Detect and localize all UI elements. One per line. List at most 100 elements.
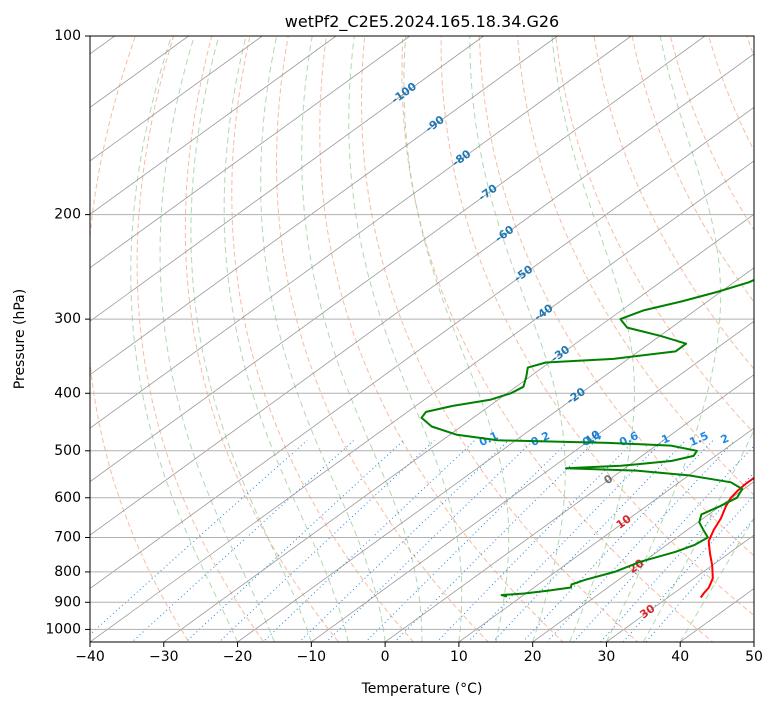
isotherm xyxy=(90,53,754,536)
isotherm xyxy=(163,213,754,642)
isotherm xyxy=(90,36,263,162)
y-tick-label: 100 xyxy=(54,28,81,44)
moist-adiabat xyxy=(348,36,463,642)
isotherm xyxy=(90,36,632,429)
isotherm-label: -40 xyxy=(532,301,556,323)
dry-adiabat xyxy=(360,36,639,642)
isotherm xyxy=(90,36,706,483)
isotherm-label: -20 xyxy=(564,385,588,407)
mixing-ratio-line xyxy=(262,439,476,642)
mixing-ratio-line xyxy=(393,439,597,642)
isotherm xyxy=(753,641,754,642)
dewpoint-profile xyxy=(420,278,754,598)
x-tick-label: 0 xyxy=(381,649,390,665)
mixing-ratio-label: 3 xyxy=(752,432,764,447)
chart-title: wetPf2_C2E5.2024.165.18.34.G26 xyxy=(285,12,559,32)
x-axis-label: Temperature (°C) xyxy=(361,681,483,697)
plot-frame xyxy=(89,35,755,643)
isotherm-label: -80 xyxy=(450,147,474,169)
mixing-ratio-line xyxy=(185,439,405,642)
x-tick-label: −10 xyxy=(297,649,327,665)
mixing-ratio-line xyxy=(325,439,534,642)
moist-adiabat xyxy=(605,36,722,642)
isotherm xyxy=(606,534,754,642)
x-tick-label: −20 xyxy=(223,649,253,665)
mixing-ratio-label: 0.6 xyxy=(617,429,640,449)
dry-adiabat xyxy=(746,36,754,59)
mixing-ratio-line xyxy=(131,439,355,642)
y-tick-label: 1000 xyxy=(45,621,81,637)
mixing-ratio-line xyxy=(546,439,736,642)
isotherm xyxy=(90,36,337,215)
isotherm xyxy=(532,481,754,642)
y-tick-label: 800 xyxy=(54,564,81,580)
dry-adiabat xyxy=(231,36,415,642)
dry-adiabat xyxy=(319,36,564,642)
isotherm xyxy=(90,36,558,376)
moist-adiabat xyxy=(469,36,566,642)
moist-adiabat xyxy=(159,36,275,642)
x-tick-label: 30 xyxy=(598,649,616,665)
mixing-ratio-line xyxy=(298,439,510,642)
isotherm-label: -60 xyxy=(493,223,517,245)
isotherm xyxy=(90,36,484,322)
isotherm-label: 30 xyxy=(637,602,657,622)
y-tick-label: 400 xyxy=(54,385,81,401)
moist-adiabat xyxy=(260,36,386,642)
dry-adiabat xyxy=(593,36,754,370)
dry-adiabat xyxy=(184,36,340,642)
y-tick-label: 200 xyxy=(54,207,81,223)
isotherm-label: 10 xyxy=(614,512,634,532)
moist-adiabat xyxy=(130,36,239,642)
y-tick-label: 900 xyxy=(54,594,81,610)
dry-adiabat xyxy=(478,36,754,557)
isotherm xyxy=(90,36,411,269)
isotherm xyxy=(90,160,754,642)
y-tick-label: 700 xyxy=(54,530,81,546)
mixing-ratio-line xyxy=(599,471,754,642)
x-tick-label: −40 xyxy=(75,649,105,665)
mixing-ratio-line xyxy=(364,439,570,642)
x-tick-label: 10 xyxy=(450,649,468,665)
y-axis-label: Pressure (hPa) xyxy=(12,289,28,389)
mixing-ratio-line xyxy=(622,494,754,642)
y-tick-label: 500 xyxy=(54,443,81,459)
y-tick-label: 300 xyxy=(54,311,81,327)
moist-adiabat xyxy=(223,36,349,642)
mixing-ratio-line xyxy=(436,439,636,642)
isotherm xyxy=(237,267,754,642)
data-series xyxy=(420,278,754,599)
mixing-ratio-label: 0.4 xyxy=(580,429,603,449)
moist-adiabat xyxy=(301,36,423,642)
isotherm-label: -70 xyxy=(476,181,500,203)
x-tick-label: 40 xyxy=(671,649,689,665)
moist-adiabat xyxy=(642,429,754,642)
temperature-profile xyxy=(699,476,754,599)
dry-adiabat xyxy=(90,36,190,642)
isotherm-label: 40 xyxy=(645,649,665,669)
dry-adiabat xyxy=(708,36,754,152)
mixing-ratio-label: 0.2 xyxy=(529,429,552,449)
mixing-ratio-label: 1.5 xyxy=(687,429,710,449)
isotherm xyxy=(311,320,754,642)
mixing-ratio-label: 2 xyxy=(719,432,731,447)
isotherm-label: -90 xyxy=(423,113,447,135)
dry-adiabat xyxy=(555,36,754,434)
isotherm xyxy=(384,374,754,642)
x-tick-label: 20 xyxy=(524,649,542,665)
background-lines xyxy=(90,36,754,642)
mixing-ratio-line xyxy=(90,439,308,636)
x-tick-label: 50 xyxy=(745,649,763,665)
y-tick-label: 600 xyxy=(54,490,81,506)
isotherm xyxy=(90,106,754,590)
moist-adiabat xyxy=(403,36,510,642)
axes: −40 −30 −20 −10 0 10 20 30 40 50 1000 900 800 700 600 5… xyxy=(45,28,763,665)
dry-adiabat xyxy=(275,36,489,642)
mixing-ratio-line xyxy=(522,439,714,642)
moist-adiabat xyxy=(551,36,635,642)
x-tick-label: −30 xyxy=(149,649,179,665)
isotherm-label: -50 xyxy=(512,263,536,285)
mixing-ratio-line xyxy=(218,439,435,642)
isotherm xyxy=(90,36,189,108)
